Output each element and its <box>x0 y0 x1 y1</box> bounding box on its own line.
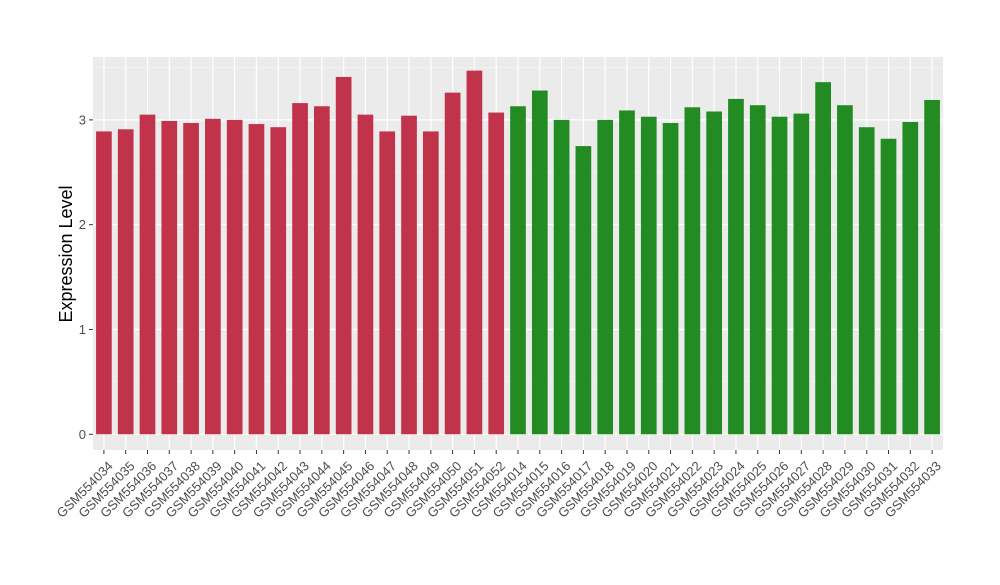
bar-GSM554026 <box>771 116 788 435</box>
bar-GSM554045 <box>335 76 352 435</box>
y-tick-label: 0 <box>79 427 86 442</box>
bar-GSM554017 <box>575 146 592 435</box>
bars <box>96 70 940 435</box>
bar-GSM554043 <box>292 103 308 435</box>
bar-GSM554044 <box>314 106 330 435</box>
bar-GSM554025 <box>749 105 766 435</box>
bar-GSM554037 <box>161 120 178 435</box>
bar-GSM554052 <box>488 112 505 435</box>
bar-GSM554032 <box>902 121 919 435</box>
bar-GSM554024 <box>728 98 744 435</box>
y-axis: 0 1 2 3 <box>79 112 93 442</box>
bar-GSM554035 <box>117 129 134 435</box>
bar-GSM554027 <box>793 113 810 435</box>
bar-GSM554042 <box>270 127 287 435</box>
bar-GSM554034 <box>96 131 112 435</box>
bar-GSM554031 <box>880 138 897 435</box>
bar-GSM554020 <box>640 116 657 435</box>
x-axis: GSM554034GSM554035GSM554036GSM554037GSM5… <box>54 450 944 521</box>
bar-GSM554050 <box>444 92 461 435</box>
y-tick-label: 1 <box>79 322 86 337</box>
bar-GSM554049 <box>422 131 439 435</box>
bar-GSM554039 <box>205 118 221 435</box>
bar-GSM554036 <box>139 114 156 435</box>
bar-GSM554033 <box>924 99 940 435</box>
bar-GSM554040 <box>226 119 243 435</box>
bar-GSM554021 <box>662 123 679 435</box>
y-axis-title: Expression Level <box>56 185 76 322</box>
bar-GSM554023 <box>706 111 722 435</box>
bar-GSM554047 <box>379 131 396 435</box>
bar-GSM554022 <box>684 107 701 435</box>
bar-GSM554019 <box>619 110 635 435</box>
bar-GSM554038 <box>183 123 199 435</box>
bar-GSM554016 <box>553 119 570 435</box>
bar-GSM554041 <box>248 124 265 435</box>
y-tick-label: 3 <box>79 112 86 127</box>
bar-GSM554051 <box>466 70 483 435</box>
bar-GSM554018 <box>597 119 614 435</box>
y-tick-label: 2 <box>79 217 86 232</box>
bar-GSM554048 <box>401 115 417 435</box>
bar-GSM554015 <box>531 90 548 435</box>
bar-GSM554014 <box>510 106 526 435</box>
bar-GSM554028 <box>815 82 831 435</box>
bar-GSM554046 <box>357 114 374 435</box>
bar-GSM554029 <box>837 105 853 435</box>
bar-GSM554030 <box>858 127 875 435</box>
